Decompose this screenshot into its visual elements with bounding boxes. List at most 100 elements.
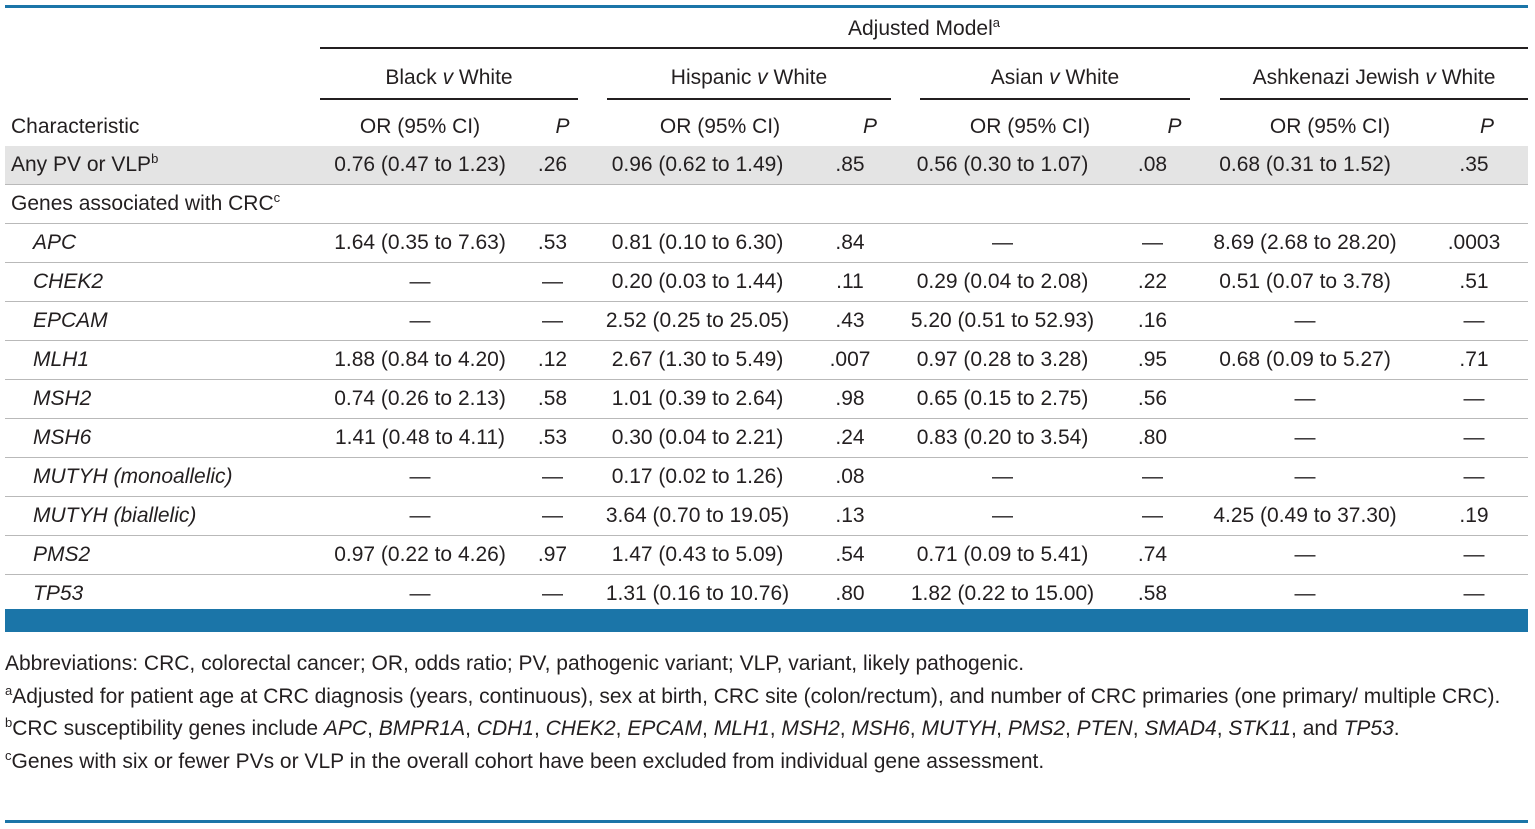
or-cell: 0.96 (0.62 to 1.49): [585, 146, 810, 186]
table-row: MLH1 1.88 (0.84 to 4.20) .12 2.67 (1.30 to …: [5, 340, 1528, 381]
or-cell: 4.25 (0.49 to 37.30): [1190, 496, 1420, 537]
row-label: Genes associated with CRCc: [5, 184, 320, 225]
or-cell: —: [320, 457, 520, 498]
or-cell: 2.52 (0.25 to 25.05): [585, 301, 810, 342]
footnote-gene: MLH1: [713, 717, 770, 740]
p-cell: .80: [1115, 418, 1190, 459]
top-rule: [5, 5, 1528, 8]
table-row: CHEK2— —0.20 (0.03 to 1.44) .11 0.29 (0.04 …: [5, 262, 1528, 303]
p-cell: .13: [810, 496, 890, 537]
row-label: MUTYH (biallelic): [5, 496, 320, 537]
table-row: Any PV or VLPb 0.76 (0.47 to 1.23) .26 0.96…: [5, 146, 1528, 186]
p-cell: —: [520, 496, 585, 537]
footnote-gene: PMS2: [1007, 717, 1065, 740]
p-cell: [810, 184, 890, 225]
row-label: Any PV or VLPb: [5, 146, 320, 186]
table-row: EPCAM — —2.52 (0.25 to 25.05) .43 5.20 (0.51…: [5, 301, 1528, 342]
or-cell: 1.82 (0.22 to 15.00): [910, 582, 1095, 606]
results-table: Any PV or VLPb 0.76 (0.47 to 1.23) .26 0.96…: [5, 146, 1528, 614]
footnote-abbreviations: Abbreviations: CRC, colorectal cancer; O…: [5, 652, 1025, 675]
or-cell: 0.97 (0.22 to 4.26): [320, 535, 520, 576]
p-cell: .85: [810, 146, 890, 186]
or-cell: 0.30 (0.04 to 2.21): [585, 418, 810, 459]
footnote-a: aAdjusted for patient age at CRC diagnos…: [5, 682, 1501, 708]
or-cell: [320, 184, 520, 225]
or-cell: 1.88 (0.84 to 4.20): [320, 340, 520, 381]
or-cell: 1.41 (0.48 to 4.11): [320, 418, 520, 459]
table-bottom-bar: [5, 609, 1528, 632]
p-cell: .53: [520, 223, 585, 264]
or-header-black: OR (95% CI): [359, 115, 481, 138]
footnote-gene: SMAD4: [1144, 717, 1217, 740]
p-cell: .26: [520, 146, 585, 186]
footnote-gene: STK11: [1228, 717, 1292, 740]
group-underline-ashkenazi: [1220, 98, 1528, 100]
footnote-gene: MSH6: [851, 717, 910, 740]
or-cell: —: [1190, 535, 1420, 576]
p-cell: .58: [520, 379, 585, 420]
or-cell: [890, 184, 1115, 225]
footnote-gene: EPCAM: [627, 717, 703, 740]
footnote-gene: MUTYH: [921, 717, 997, 740]
or-cell: 1.47 (0.43 to 5.09): [585, 535, 810, 576]
p-cell: [520, 184, 585, 225]
or-cell: 0.97 (0.28 to 3.28): [890, 340, 1115, 381]
p-cell: .0003: [1420, 223, 1528, 264]
footnote-gene: BMPR1A: [378, 717, 466, 740]
or-cell: —: [890, 223, 1115, 264]
or-cell: 0.71 (0.09 to 5.41): [890, 535, 1115, 576]
group-header-ashkenazi: Ashkenazi Jewish v White: [1252, 66, 1496, 89]
p-cell: —: [1115, 457, 1190, 498]
adjusted-model-header: Adjusted Modela: [848, 15, 1000, 40]
p-cell: .12: [520, 340, 585, 381]
p-header-hispanic: P: [862, 115, 877, 138]
p-header-asian: P: [1167, 115, 1182, 138]
row-label: APC: [5, 223, 320, 264]
footnotes: Abbreviations: CRC, colorectal cancer; O…: [5, 648, 1528, 778]
characteristic-header: Characteristic: [11, 115, 140, 138]
or-cell: 1.64 (0.35 to 7.63): [320, 223, 520, 264]
p-cell: —: [1420, 301, 1528, 342]
p-header-ashkenazi: P: [1479, 115, 1494, 138]
or-cell: 0.68 (0.09 to 5.27): [1190, 340, 1420, 381]
table-row: MSH2 0.74 (0.26 to 2.13) .58 1.01 (0.39 to …: [5, 379, 1528, 420]
or-cell: 5.20 (0.51 to 52.93): [890, 301, 1115, 342]
or-cell: —: [890, 457, 1115, 498]
table-row: APC 1.64 (0.35 to 7.63) .53 0.81 (0.10 to 6…: [5, 223, 1528, 264]
p-cell: —: [1115, 223, 1190, 264]
or-cell: 2.67 (1.30 to 5.49): [585, 340, 810, 381]
or-cell: [1190, 184, 1420, 225]
p-cell: .007: [810, 340, 890, 381]
or-cell: —: [320, 262, 520, 303]
group-header-black: Black v White: [385, 66, 513, 89]
row-label: MUTYH (monoallelic): [5, 457, 320, 498]
footnote-c: cGenes with six or fewer PVs or VLP in t…: [5, 747, 1045, 773]
or-cell: —: [409, 582, 431, 606]
or-cell: 0.81 (0.10 to 6.30): [585, 223, 810, 264]
row-label: MLH1: [5, 340, 320, 381]
p-cell: .74: [1115, 535, 1190, 576]
or-cell: —: [1294, 582, 1316, 606]
table-row: Genes associated with CRCc: [5, 184, 1528, 225]
footnote-gene: APC: [323, 717, 368, 740]
row-label: EPCAM: [5, 301, 320, 342]
or-header-asian: OR (95% CI): [969, 115, 1091, 138]
or-cell: [585, 184, 810, 225]
p-cell: —: [1420, 379, 1528, 420]
p-cell: —: [1420, 457, 1528, 498]
table-row: MSH6 1.41 (0.48 to 4.11) .53 0.30 (0.04 to …: [5, 418, 1528, 459]
footnote-b: bCRC susceptibility genes include APC, B…: [5, 715, 1400, 740]
table-row: PMS2 0.97 (0.22 to 4.26) .97 1.47 (0.43 to …: [5, 535, 1528, 576]
p-cell: [1115, 184, 1190, 225]
p-cell: —: [542, 582, 563, 606]
p-cell: —: [520, 301, 585, 342]
p-cell: .22: [1115, 262, 1190, 303]
group-underline-asian: [920, 98, 1190, 100]
p-cell: —: [520, 262, 585, 303]
p-cell: .53: [520, 418, 585, 459]
or-cell: 0.20 (0.03 to 1.44): [585, 262, 810, 303]
or-cell: —: [1190, 379, 1420, 420]
p-cell: [1420, 184, 1528, 225]
p-cell: —: [1463, 582, 1485, 606]
p-cell: —: [1420, 418, 1528, 459]
